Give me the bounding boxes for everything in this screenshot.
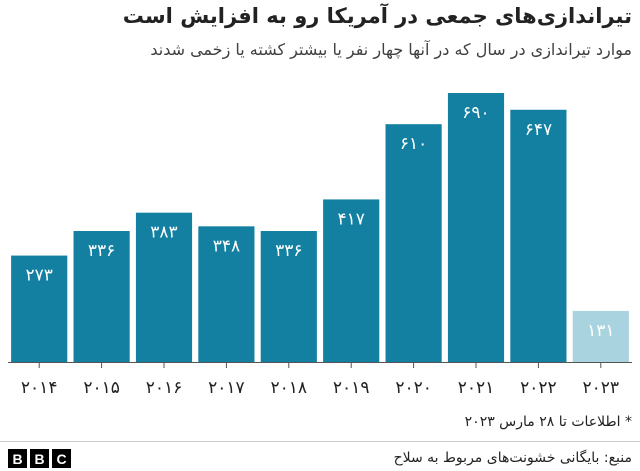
x-tick-label: ۲۰۱۹ <box>333 378 370 398</box>
bar <box>11 255 68 362</box>
value-label: ۳۸۳ <box>150 223 177 243</box>
value-label: ۴۱۷ <box>337 209 364 229</box>
x-tick-label: ۲۰۱۵ <box>83 378 120 398</box>
bar <box>510 109 567 363</box>
x-tick-label: ۲۰۱۶ <box>146 378 183 398</box>
value-label: ۶۹۰ <box>462 103 489 123</box>
bar <box>73 231 130 362</box>
bar <box>447 93 505 362</box>
bar <box>135 212 193 362</box>
value-label: ۳۳۶ <box>88 241 115 261</box>
note: * اطلاعات تا ۲۸ مارس ۲۰۲۳ <box>464 414 632 430</box>
source: منبع: بایگانی خشونت‌های مربوط به سلاح <box>393 450 632 466</box>
bar <box>260 231 317 362</box>
x-tick-label: ۲۰۱۷ <box>208 378 245 398</box>
bbc-logo: B B C <box>8 449 71 468</box>
value-label: ۳۴۸ <box>213 236 240 256</box>
logo-letter: B <box>8 449 27 468</box>
chart-subtitle: موارد تیراندازی در سال که در آنها چهار ن… <box>150 40 632 59</box>
bar <box>572 310 629 362</box>
value-label: ۳۳۶ <box>275 241 302 261</box>
x-tick-label: ۲۰۲۳ <box>583 378 620 398</box>
x-tick-label: ۲۰۱۴ <box>21 378 58 398</box>
value-label: ۶۴۷ <box>525 120 552 140</box>
value-label: ۶۱۰ <box>400 134 427 154</box>
bar <box>198 226 255 362</box>
bar <box>385 124 442 362</box>
chart-title: تیراندازی‌های جمعی در آمریکا رو به افزای… <box>122 4 632 28</box>
x-tick-label: ۲۰۲۲ <box>520 378 557 398</box>
logo-letter: C <box>52 449 71 468</box>
x-tick-label: ۲۰۲۱ <box>458 378 495 398</box>
value-label: ۱۳۱ <box>587 321 614 341</box>
bar <box>323 199 380 362</box>
x-tick-label: ۲۰۲۰ <box>395 378 432 398</box>
x-tick-label: ۲۰۱۸ <box>271 378 308 398</box>
value-label: ۲۷۳ <box>25 266 52 286</box>
logo-letter: B <box>30 449 49 468</box>
